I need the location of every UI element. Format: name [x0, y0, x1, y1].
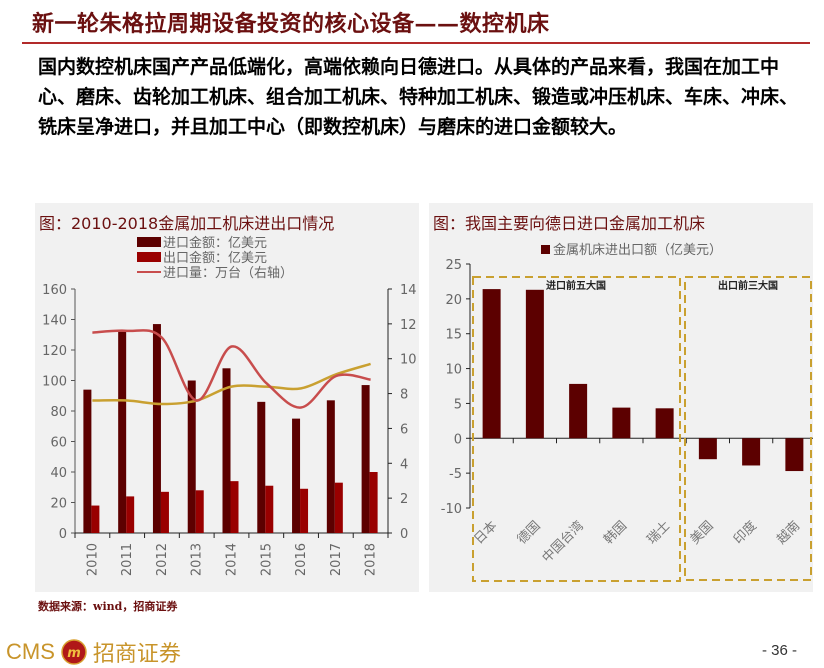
svg-text:m: m: [67, 646, 81, 661]
legend-swatch: [137, 252, 161, 262]
country-bar: [482, 289, 501, 439]
body-paragraph: 国内数控机床国产产品低端化，高端依赖向日德进口。从具体的产品来看，我国在加工中心…: [38, 56, 799, 138]
legend-label: 进口金额：亿美元: [163, 235, 267, 251]
country-bar: [525, 289, 544, 439]
y-tick-label: -10: [441, 502, 462, 517]
country-bar: [785, 438, 804, 472]
x-tick-label: 2016: [294, 543, 309, 576]
y2-tick-label: 4: [400, 457, 408, 472]
export-bar: [265, 485, 274, 533]
y-tick-label: 140: [42, 314, 67, 329]
export-bar: [300, 488, 309, 533]
group-box-import: [472, 276, 681, 582]
x-tick-label: 印度: [730, 518, 760, 548]
x-tick-label: 2010: [85, 543, 100, 576]
y-tick-label: 160: [42, 283, 67, 298]
y2-tick-label: 10: [400, 353, 417, 368]
y-tick-label: 20: [50, 497, 67, 512]
legend-label: 金属机床进出口额（亿美元）: [553, 242, 722, 258]
y-tick-label: 0: [454, 432, 462, 447]
y2-tick-label: 14: [400, 283, 417, 298]
y-tick-label: 120: [42, 344, 67, 359]
y-tick-label: 25: [445, 258, 462, 273]
x-tick-label: 韩国: [601, 519, 630, 548]
y-tick-label: 40: [50, 466, 67, 481]
x-tick-label: 瑞士: [644, 519, 673, 548]
y-tick-label: 10: [445, 363, 462, 378]
y-tick-label: -5: [449, 467, 462, 482]
page-number: - 36 -: [762, 642, 798, 659]
chart-title: 图：2010-2018金属加工机床进出口情况: [39, 214, 335, 233]
y2-tick-label: 12: [400, 318, 417, 333]
import-export-chart: 进口金额：亿美元出口金额：亿美元进口量：万台（右轴）02040608010012…: [42, 235, 417, 576]
x-tick-label: 中国台湾: [539, 518, 587, 566]
x-tick-label: 日本: [471, 519, 500, 548]
y-tick-label: 100: [42, 375, 67, 390]
import-bar: [257, 401, 266, 533]
x-tick-label: 2014: [225, 543, 240, 576]
export-bar: [91, 505, 100, 533]
logo-emblem-icon: m: [61, 639, 87, 665]
y2-tick-label: 0: [400, 527, 408, 542]
legend-label: 出口金额：亿美元: [163, 250, 267, 266]
chart-panel-country: 图：我国主要向德日进口金属加工机床 金属机床进出口额（亿美元） -10 -5 0 5 10…: [429, 203, 813, 592]
chart-panel-import-export: 图：2010-2018金属加工机床进出口情况 进口金额：亿美元 出口金额：亿美元进…: [35, 203, 419, 592]
logo-text-cn: 招商证券: [92, 642, 181, 667]
title-divider: [22, 42, 810, 44]
country-bar: [655, 408, 674, 439]
export-bar: [195, 490, 204, 533]
gold-line: [92, 362, 371, 406]
import-bar: [83, 389, 92, 533]
country-bar: [698, 438, 717, 460]
export-bar: [369, 472, 378, 533]
import-bar: [292, 418, 301, 533]
export-bar: [160, 491, 169, 533]
y-tick-label: 60: [50, 436, 67, 451]
company-logo: CMS m 招商证券: [6, 636, 181, 668]
country-bar: [569, 383, 588, 439]
data-source: 数据来源：wind，招商证券: [38, 600, 178, 613]
y2-tick-label: 8: [400, 388, 408, 403]
logo-text-en: CMS: [6, 639, 55, 664]
x-tick-label: 2011: [120, 543, 135, 576]
y2-tick-label: 2: [400, 492, 408, 507]
x-tick-label: 美国: [688, 519, 717, 548]
legend-label: 进口量：万台（右轴）: [163, 266, 293, 281]
x-tick-label: 越南: [773, 518, 803, 548]
group-label: 出口前三大国: [718, 279, 778, 292]
import-bar: [326, 400, 335, 533]
group-box-export: [684, 276, 812, 581]
y-tick-label: 15: [445, 328, 462, 343]
import-bar: [118, 331, 127, 533]
import-bar: [222, 368, 231, 533]
export-bar: [126, 496, 135, 533]
import-bar: [361, 385, 370, 533]
y-tick-label: 80: [50, 405, 67, 420]
import-bar: [152, 324, 161, 533]
x-tick-label: 2012: [155, 543, 170, 576]
legend-swatch: [541, 245, 550, 254]
group-label: 进口前五大国: [546, 279, 606, 292]
y-tick-label: 0: [59, 527, 67, 542]
export-bar: [230, 481, 239, 533]
y-tick-label: 20: [445, 293, 462, 308]
import-bar: [187, 380, 196, 533]
country-bar: [612, 407, 631, 439]
x-tick-label: 2017: [329, 543, 344, 576]
x-tick-label: 2015: [259, 543, 274, 576]
country-bar: [742, 438, 761, 466]
x-tick-label: 2018: [364, 543, 379, 576]
chart-title: 图：我国主要向德日进口金属加工机床: [433, 214, 706, 233]
x-tick-label: 2013: [190, 543, 205, 576]
export-bar: [334, 482, 343, 533]
y-tick-label: 5: [454, 397, 462, 412]
y2-tick-label: 6: [400, 422, 408, 437]
x-tick-label: 德国: [515, 519, 544, 548]
page-title: 新一轮朱格拉周期设备投资的核心设备——数控机床: [32, 11, 550, 37]
legend-swatch: [137, 237, 161, 247]
import-volume-line: [92, 329, 371, 409]
